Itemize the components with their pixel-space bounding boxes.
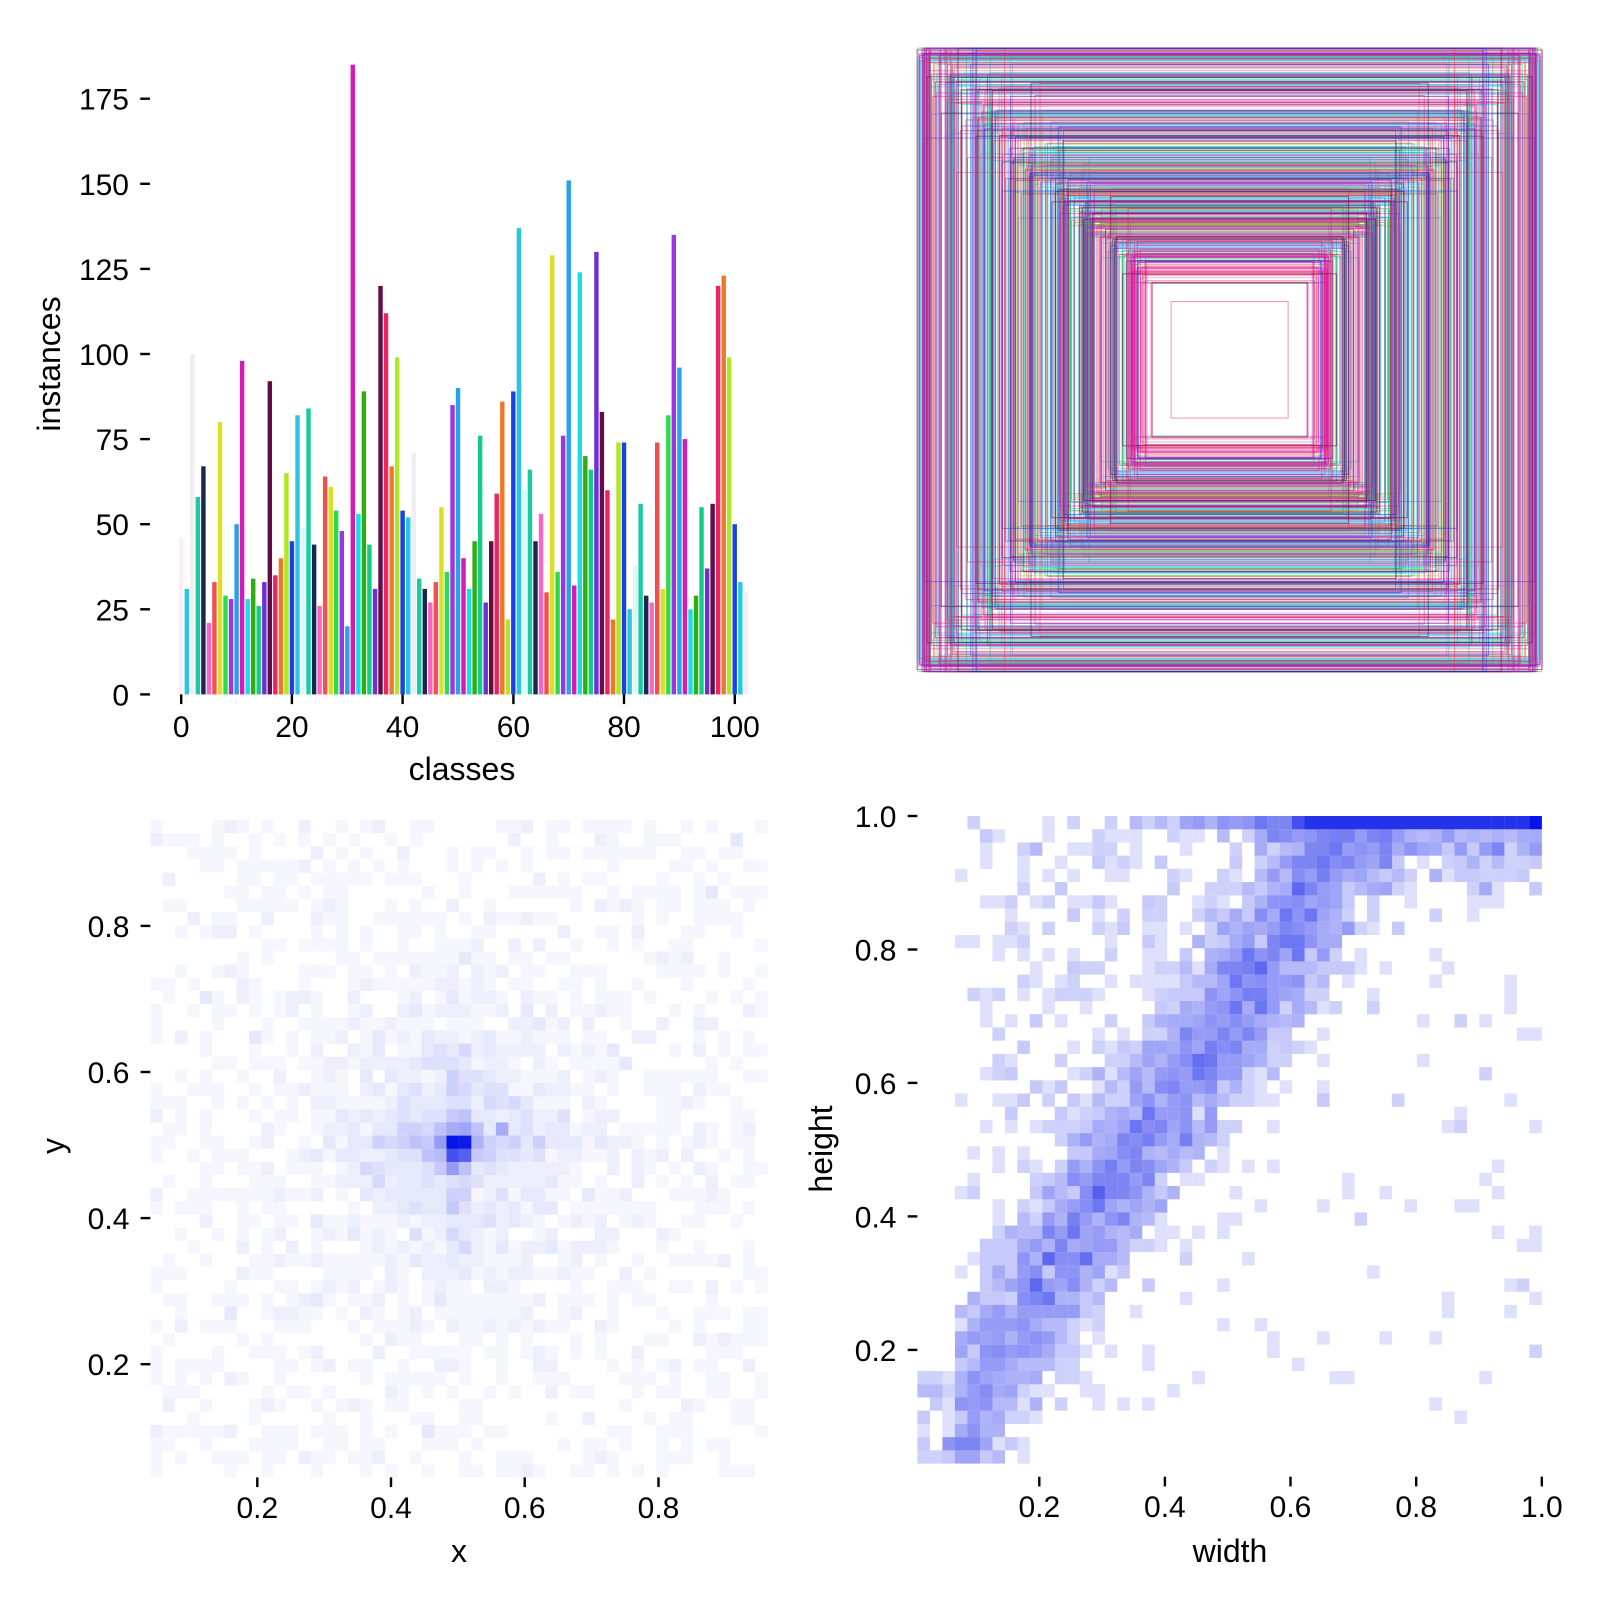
svg-text:height: height [803,1105,839,1192]
svg-text:40: 40 [386,711,419,744]
svg-text:175: 175 [79,84,129,117]
svg-text:0.8: 0.8 [638,1492,680,1525]
svg-text:0.6: 0.6 [88,1057,130,1090]
svg-text:1.0: 1.0 [855,801,897,834]
svg-text:0.2: 0.2 [88,1349,130,1382]
svg-text:classes: classes [409,751,516,787]
svg-text:0.2: 0.2 [855,1335,897,1368]
svg-text:0.4: 0.4 [1144,1491,1186,1524]
svg-text:0.2: 0.2 [1018,1491,1060,1524]
svg-text:width: width [1192,1533,1268,1569]
svg-text:80: 80 [607,711,640,744]
svg-text:0.8: 0.8 [1395,1491,1437,1524]
svg-text:0.6: 0.6 [1270,1491,1312,1524]
svg-text:0.8: 0.8 [855,935,897,968]
svg-text:75: 75 [96,424,129,457]
svg-text:0.4: 0.4 [88,1203,130,1236]
svg-text:125: 125 [79,254,129,287]
svg-text:x: x [451,1533,467,1569]
svg-text:150: 150 [79,169,129,202]
svg-text:0: 0 [173,711,190,744]
svg-text:25: 25 [96,594,129,627]
svg-text:0: 0 [112,679,129,712]
svg-text:60: 60 [497,711,530,744]
svg-text:0.6: 0.6 [855,1068,897,1101]
svg-text:0.6: 0.6 [504,1492,546,1525]
svg-text:100: 100 [710,711,760,744]
svg-text:100: 100 [79,339,129,372]
svg-text:0.4: 0.4 [855,1201,897,1234]
svg-text:20: 20 [275,711,308,744]
svg-text:50: 50 [96,509,129,542]
svg-text:0.8: 0.8 [88,911,130,944]
svg-text:0.4: 0.4 [370,1492,412,1525]
svg-text:instances: instances [31,296,67,431]
svg-text:y: y [35,1138,71,1154]
svg-text:1.0: 1.0 [1521,1491,1563,1524]
svg-text:0.2: 0.2 [236,1492,278,1525]
